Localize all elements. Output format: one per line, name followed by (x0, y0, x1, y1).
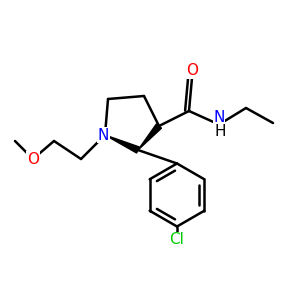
Text: O: O (27, 152, 39, 166)
Polygon shape (105, 135, 140, 153)
Text: Cl: Cl (169, 232, 184, 247)
Text: N: N (213, 110, 225, 125)
Text: O: O (186, 63, 198, 78)
Text: N: N (98, 128, 109, 142)
Polygon shape (138, 124, 161, 150)
Text: H: H (215, 124, 226, 139)
